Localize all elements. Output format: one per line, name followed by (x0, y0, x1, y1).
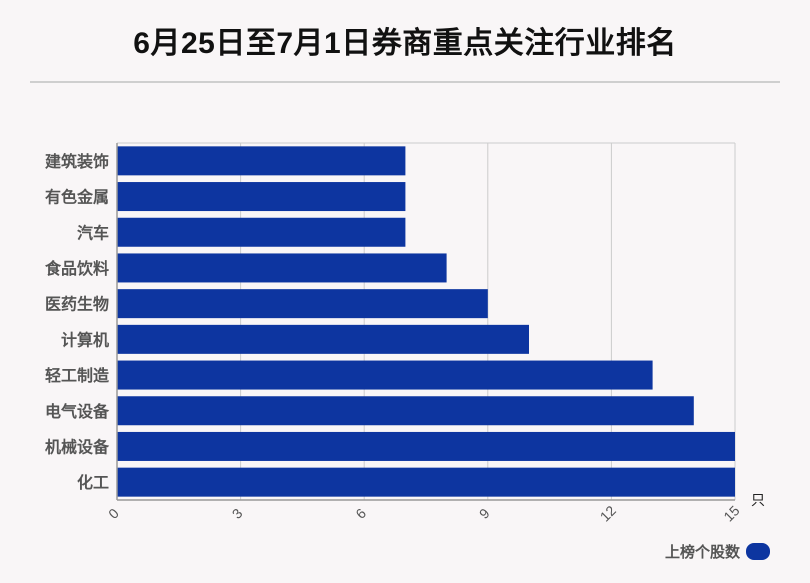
x-tick-label: 3 (229, 505, 246, 522)
bar (117, 467, 735, 497)
bar (117, 253, 447, 283)
category-label: 电气设备 (45, 402, 110, 421)
bar (117, 360, 653, 390)
chart-title: 6月25日至7月1日券商重点关注行业排名 (133, 27, 677, 60)
category-label: 汽车 (77, 223, 109, 242)
bar (117, 289, 488, 319)
x-tick-labels: 0 3 6 9 12 15 (105, 502, 743, 524)
category-label: 有色金属 (45, 188, 109, 207)
legend-label: 上榜个股数 (664, 544, 740, 561)
x-tick-label: 9 (476, 505, 493, 522)
bars (117, 146, 735, 497)
x-tick-label: 12 (597, 502, 619, 524)
category-label: 机械设备 (45, 437, 110, 456)
category-label: 食品饮料 (44, 259, 109, 278)
category-label: 轻工制造 (45, 366, 110, 385)
bar (117, 182, 406, 212)
title-divider (30, 81, 780, 83)
x-tick-label: 0 (105, 505, 122, 522)
legend-swatch (746, 543, 770, 560)
bar (117, 217, 406, 247)
bar (117, 324, 529, 354)
category-label: 化工 (77, 473, 109, 492)
category-label: 计算机 (61, 330, 109, 349)
x-axis-unit: 只 (751, 492, 765, 508)
x-tick-label: 15 (720, 502, 742, 524)
bar (117, 396, 694, 426)
x-tick-label: 6 (352, 505, 369, 522)
bar (117, 431, 735, 461)
legend: 上榜个股数 (665, 541, 770, 562)
category-label: 医药生物 (45, 295, 109, 314)
bar (117, 146, 406, 176)
category-label: 建筑装饰 (45, 152, 109, 171)
